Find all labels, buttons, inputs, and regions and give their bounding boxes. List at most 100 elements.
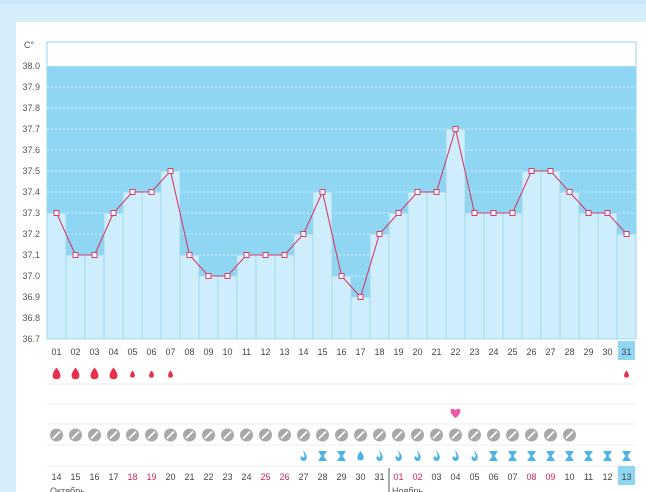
temperature-point[interactable] bbox=[509, 210, 516, 216]
menstruation-heavy-icon bbox=[90, 367, 99, 380]
temperature-bar bbox=[521, 170, 542, 340]
pill-icon-stripe bbox=[451, 430, 460, 440]
calendar-date-label: 31 bbox=[374, 472, 384, 482]
y-tick-label: 37.3 bbox=[22, 208, 40, 218]
temperature-point[interactable] bbox=[72, 252, 79, 258]
temperature-point[interactable] bbox=[148, 189, 155, 195]
pill-icon-stripe bbox=[280, 430, 289, 440]
temperature-point[interactable] bbox=[471, 210, 478, 216]
temperature-bar bbox=[597, 212, 618, 340]
pill-icon-stripe bbox=[413, 430, 422, 440]
calendar-date-label: 20 bbox=[165, 472, 175, 482]
temperature-bar bbox=[616, 233, 637, 340]
calendar-date-label: 02 bbox=[412, 472, 422, 482]
calendar-date-label: 24 bbox=[241, 472, 251, 482]
menstruation-light-icon bbox=[149, 370, 154, 378]
cycle-day-label: 01 bbox=[51, 347, 61, 357]
intercourse-heart-icon bbox=[450, 408, 461, 418]
cycle-day-label: 23 bbox=[469, 347, 479, 357]
temperature-bar bbox=[103, 212, 124, 340]
temperature-point[interactable] bbox=[53, 210, 60, 216]
temperature-point[interactable] bbox=[528, 168, 535, 174]
temperature-bar bbox=[274, 254, 295, 340]
cycle-day-label: 03 bbox=[89, 347, 99, 357]
temperature-bar bbox=[350, 296, 371, 340]
cycle-day-label: 06 bbox=[146, 347, 156, 357]
calendar-date-label: 28 bbox=[317, 472, 327, 482]
pill-icon-stripe bbox=[337, 430, 346, 440]
y-tick-label: 37.0 bbox=[22, 271, 40, 281]
calendar-date-label: 19 bbox=[146, 472, 156, 482]
temperature-bar bbox=[407, 191, 428, 340]
temperature-point[interactable] bbox=[319, 189, 326, 195]
temperature-point[interactable] bbox=[338, 273, 345, 279]
temperature-point[interactable] bbox=[414, 189, 421, 195]
pill-icon-stripe bbox=[318, 430, 327, 440]
temperature-point[interactable] bbox=[566, 189, 573, 195]
pill-icon-stripe bbox=[470, 430, 479, 440]
calendar-date-label: 21 bbox=[184, 472, 194, 482]
pill-icon-stripe bbox=[299, 430, 308, 440]
calendar-date-label: 27 bbox=[298, 472, 308, 482]
temperature-point[interactable] bbox=[205, 273, 212, 279]
cycle-day-label: 02 bbox=[70, 347, 80, 357]
discharge-creamy-icon bbox=[414, 450, 421, 461]
temperature-bar bbox=[483, 212, 504, 340]
discharge-creamy-icon bbox=[300, 450, 307, 461]
temperature-point[interactable] bbox=[110, 210, 117, 216]
discharge-stretchy-icon bbox=[527, 451, 536, 461]
menstruation-light-icon bbox=[624, 370, 629, 378]
temperature-point[interactable] bbox=[395, 210, 402, 216]
calendar-date-label: 04 bbox=[450, 472, 460, 482]
temperature-point[interactable] bbox=[604, 210, 611, 216]
temperature-point[interactable] bbox=[547, 168, 554, 174]
calendar-date-label: 15 bbox=[70, 472, 80, 482]
cycle-day-label: 13 bbox=[279, 347, 289, 357]
calendar-date-label: 05 bbox=[469, 472, 479, 482]
temperature-point[interactable] bbox=[490, 210, 497, 216]
temperature-point[interactable] bbox=[186, 252, 193, 258]
discharge-stretchy-icon bbox=[318, 451, 327, 461]
pill-icon-stripe bbox=[432, 430, 441, 440]
temperature-point[interactable] bbox=[281, 252, 288, 258]
pill-icon-stripe bbox=[261, 430, 270, 440]
calendar-date-label: 17 bbox=[108, 472, 118, 482]
pill-icon-stripe bbox=[546, 430, 555, 440]
temperature-point[interactable] bbox=[91, 252, 98, 258]
y-tick-label: 37.5 bbox=[22, 166, 40, 176]
temperature-point[interactable] bbox=[433, 189, 440, 195]
temperature-point[interactable] bbox=[623, 231, 630, 237]
temperature-point[interactable] bbox=[243, 252, 250, 258]
pill-icon-stripe bbox=[223, 430, 232, 440]
pill-icon-stripe bbox=[185, 430, 194, 440]
discharge-stretchy-icon bbox=[337, 451, 346, 461]
cycle-day-label: 16 bbox=[336, 347, 346, 357]
y-tick-label: 36.7 bbox=[22, 334, 40, 344]
y-tick-label: 37.9 bbox=[22, 82, 40, 92]
temperature-bar bbox=[198, 275, 219, 340]
temperature-point[interactable] bbox=[376, 231, 383, 237]
pill-icon-stripe bbox=[128, 430, 137, 440]
temperature-bar bbox=[293, 233, 314, 340]
temperature-point[interactable] bbox=[129, 189, 136, 195]
temperature-bar bbox=[65, 254, 86, 340]
temperature-point[interactable] bbox=[585, 210, 592, 216]
discharge-creamy-icon bbox=[395, 450, 402, 461]
temperature-point[interactable] bbox=[262, 252, 269, 258]
temperature-point[interactable] bbox=[300, 231, 307, 237]
calendar-date-label: 03 bbox=[431, 472, 441, 482]
discharge-creamy-icon bbox=[433, 450, 440, 461]
temperature-point[interactable] bbox=[452, 126, 459, 132]
calendar-date-label: 12 bbox=[602, 472, 612, 482]
cycle-day-label: 12 bbox=[260, 347, 270, 357]
discharge-stretchy-icon bbox=[584, 451, 593, 461]
temperature-point[interactable] bbox=[167, 168, 174, 174]
temperature-point[interactable] bbox=[357, 294, 364, 300]
temperature-bar bbox=[312, 191, 333, 340]
temperature-bar bbox=[160, 170, 181, 340]
pill-icon-stripe bbox=[489, 430, 498, 440]
current-date-highlight bbox=[618, 466, 635, 485]
temperature-point[interactable] bbox=[224, 273, 231, 279]
cycle-day-label: 08 bbox=[184, 347, 194, 357]
calendar-date-label: 07 bbox=[507, 472, 517, 482]
